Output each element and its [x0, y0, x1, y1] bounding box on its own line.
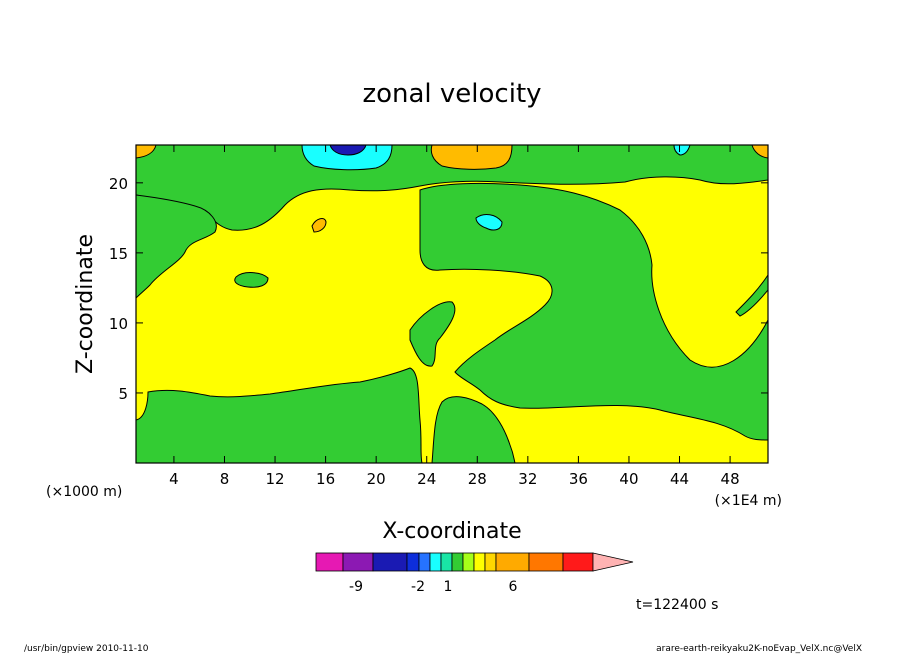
x-tick-label: 20	[367, 470, 386, 488]
colorbar	[315, 552, 634, 572]
contour-region-green	[136, 367, 423, 463]
contour-region-orange	[311, 218, 327, 233]
contour-region-cyan	[301, 145, 393, 171]
colorbar-segment	[462, 552, 475, 572]
colorbar-segment	[484, 552, 497, 572]
contour-region-blue	[329, 145, 367, 156]
y-tick-label: 10	[109, 315, 128, 333]
contour-region-green	[409, 301, 456, 367]
x-tick-label: 4	[169, 470, 179, 488]
colorbar-tick-label: -9	[349, 579, 363, 595]
x-tick-label: 36	[569, 470, 588, 488]
x-tick-label: 24	[417, 470, 436, 488]
contour-region-green	[136, 194, 217, 299]
colorbar-segment	[429, 552, 442, 572]
colorbar-tick-label: 1	[444, 579, 453, 595]
x-tick-label: 44	[670, 470, 689, 488]
x-tick-label: 28	[468, 470, 487, 488]
footer-right: arare-earth-reikyaku2K-noEvap_VelX.nc@Ve…	[656, 644, 862, 654]
contour-region-green	[419, 182, 768, 441]
y-tick-label: 15	[109, 245, 128, 263]
colorbar-tick-label: -2	[411, 579, 425, 595]
y-tick-label: 20	[109, 175, 128, 193]
x-tick-label: 40	[619, 470, 638, 488]
y-tick-label: 5	[118, 385, 128, 403]
x-tick-label: 32	[518, 470, 537, 488]
colorbar-segment	[315, 552, 344, 572]
x-unit-right: (×1E4 m)	[715, 493, 782, 509]
colorbar-segment	[562, 552, 594, 572]
contour-region-orange	[430, 145, 513, 170]
x-tick-label: 12	[265, 470, 284, 488]
colorbar-segment	[372, 552, 408, 572]
x-axis-ticks: 4 8 12 16 20 24 28 32 36 40 44 48	[169, 145, 740, 488]
contour-region-green	[234, 272, 269, 288]
colorbar-segment	[495, 552, 530, 572]
contour-region-orange	[751, 145, 768, 159]
contour-region-green	[735, 274, 768, 317]
x-unit-left: (×1000 m)	[46, 484, 122, 500]
colorbar-tick-label: 6	[509, 579, 518, 595]
colorbar-segment	[342, 552, 374, 572]
plot-frame	[135, 144, 769, 464]
chart-title: zonal velocity	[362, 79, 541, 109]
colorbar-labels: -9 -2 1 6	[349, 579, 518, 595]
colorbar-segment	[406, 552, 420, 572]
colorbar-segment	[418, 552, 431, 572]
y-axis-label: Z-coordinate	[73, 234, 98, 374]
colorbar-arrow	[592, 552, 634, 572]
footer-left: /usr/bin/gpview 2010-11-10	[24, 644, 149, 654]
x-axis-label: X-coordinate	[382, 519, 521, 544]
colorbar-segment	[528, 552, 564, 572]
y-axis-ticks: 5 10 15 20	[109, 175, 768, 403]
colorbar-segment	[451, 552, 464, 572]
colorbar-segment	[440, 552, 453, 572]
x-tick-label: 16	[316, 470, 335, 488]
time-label: t=122400 s	[636, 597, 718, 613]
x-tick-label: 48	[721, 470, 740, 488]
x-tick-label: 8	[220, 470, 230, 488]
contour-region-green	[431, 396, 516, 463]
colorbar-segment	[473, 552, 486, 572]
contour-region-cyan	[673, 145, 691, 156]
contour-region-cyan	[475, 214, 503, 231]
